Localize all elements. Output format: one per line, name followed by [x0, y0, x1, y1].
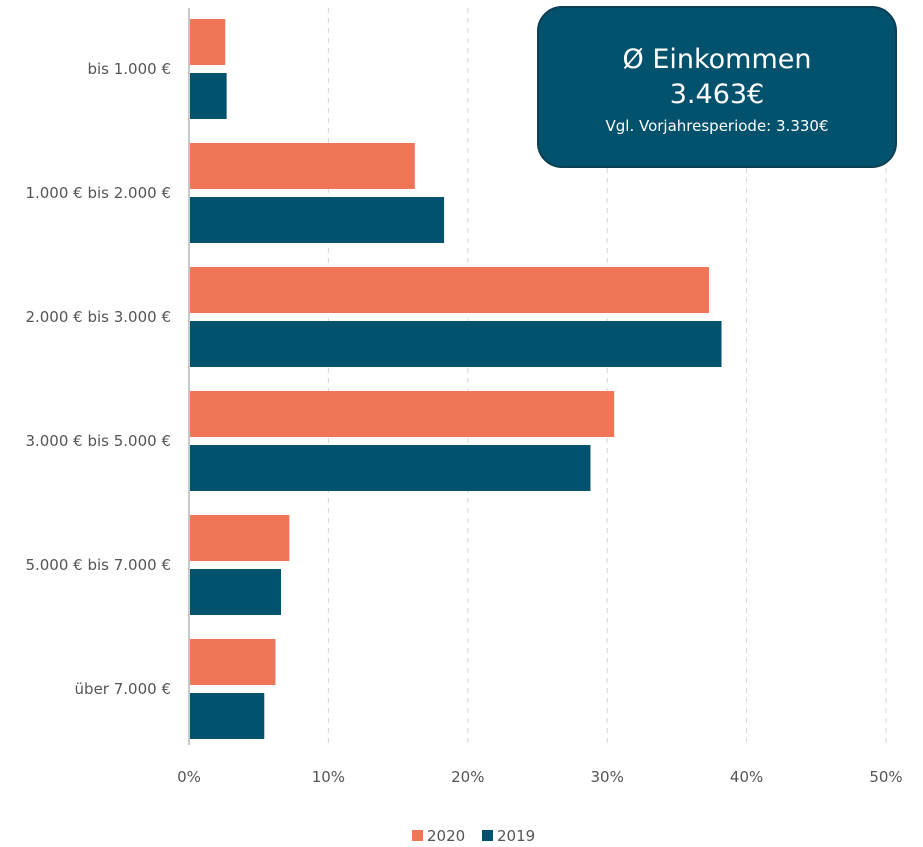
info-box-value: 3.463€ — [670, 79, 764, 110]
x-tick-label-0: 0% — [177, 768, 201, 786]
bar-2019-4 — [189, 569, 282, 615]
bar-2020-0 — [189, 19, 226, 65]
bars — [189, 19, 722, 739]
x-tick-label-10: 10% — [312, 768, 345, 786]
x-tick-labels: 0% 10% 20% 30% 40% 50% — [177, 768, 903, 786]
bar-2019-5 — [189, 693, 265, 739]
legend-swatch-2020 — [412, 830, 423, 841]
x-tick-label-20: 20% — [451, 768, 484, 786]
average-income-box: Ø Einkommen 3.463€ Vgl. Vorjahresperiode… — [537, 6, 897, 168]
bar-2020-2 — [189, 267, 709, 313]
category-label-4: 5.000 € bis 7.000 € — [25, 556, 171, 574]
bar-2019-1 — [189, 197, 445, 243]
bar-2019-0 — [189, 73, 227, 119]
bar-2020-3 — [189, 391, 615, 437]
bar-2019-2 — [189, 321, 722, 367]
bar-2020-1 — [189, 143, 415, 189]
info-box-comparison: Vgl. Vorjahresperiode: 3.330€ — [606, 117, 829, 135]
x-tick-label-40: 40% — [730, 768, 763, 786]
category-label-0: bis 1.000 € — [87, 60, 171, 78]
category-label-1: 1.000 € bis 2.000 € — [25, 184, 171, 202]
bar-2020-5 — [189, 639, 276, 685]
category-labels: bis 1.000 € 1.000 € bis 2.000 € 2.000 € bi… — [25, 60, 171, 698]
info-box-title: Ø Einkommen — [622, 44, 811, 75]
legend: 2020 2019 — [412, 827, 535, 845]
legend-swatch-2019 — [482, 830, 493, 841]
bar-2020-4 — [189, 515, 290, 561]
info-box-background — [537, 6, 897, 168]
x-tick-label-30: 30% — [591, 768, 624, 786]
x-tick-label-50: 50% — [869, 768, 902, 786]
category-label-2: 2.000 € bis 3.000 € — [25, 308, 171, 326]
category-label-3: 3.000 € bis 5.000 € — [25, 432, 171, 450]
bar-2019-3 — [189, 445, 591, 491]
legend-label-2019: 2019 — [497, 827, 535, 845]
legend-label-2020: 2020 — [427, 827, 465, 845]
category-label-5: über 7.000 € — [75, 680, 171, 698]
